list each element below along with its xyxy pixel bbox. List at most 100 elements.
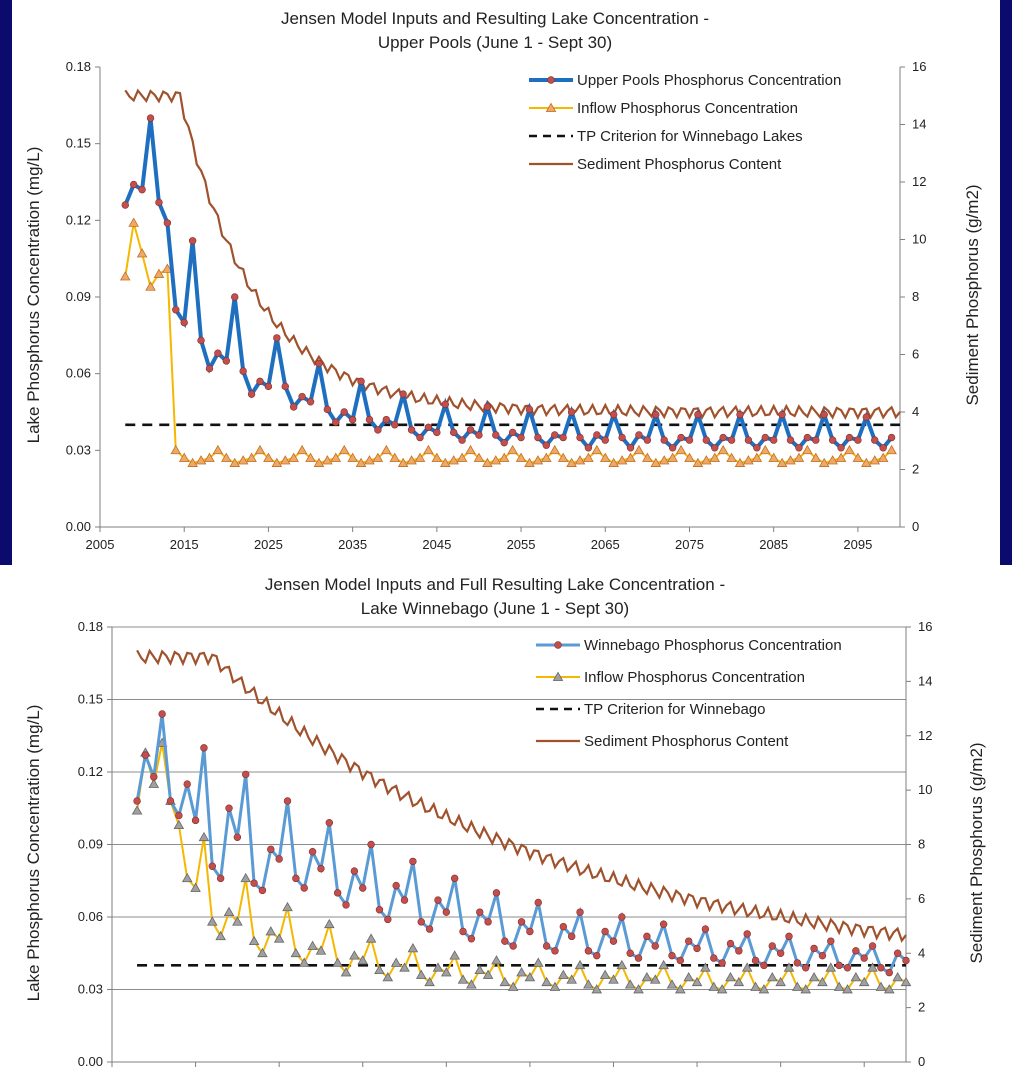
inflow-point [861,457,872,467]
inflow-point [842,984,853,994]
inflow-point [743,455,754,465]
inflow-point [457,974,469,984]
lake-phosphorus-point [214,349,222,357]
inflow-point [414,452,426,462]
inflow-point [215,930,226,941]
lake-phosphorus-point [635,431,643,439]
lake-phosphorus-point [837,444,845,452]
lake-phosphorus-point [458,436,466,444]
inflow-point [456,452,468,462]
inflow-point [282,901,293,912]
inflow-point [532,957,544,967]
lake-phosphorus-point [736,410,744,419]
inflow-point [835,452,847,462]
lake-phosphorus-point [180,318,188,327]
lake-phosphorus-point [492,431,500,439]
inflow-point [439,457,451,467]
y2-tick-label: 4 [918,945,925,960]
y-tick-label: 0.12 [78,764,103,779]
inflow-point [397,457,409,467]
inflow-point [591,444,603,455]
inflow-point [793,452,805,462]
lake-phosphorus-point [517,433,525,442]
lake-phosphorus-point [668,444,677,452]
lake-phosphorus-point [233,833,242,841]
lake-phosphorus-point [340,408,348,416]
lake-phosphorus-point [843,964,852,972]
inflow-point [466,979,477,989]
lake-phosphorus-point [719,433,727,442]
inflow-point [733,976,745,987]
lake-phosphorus-point [643,932,651,941]
lake-phosphorus-point [776,949,785,957]
lake-phosphorus-point [188,237,197,245]
inflow-point [642,452,653,462]
y-tick-label: 0.00 [66,519,91,534]
inflow-point [332,957,343,967]
y2-tick-label: 8 [912,289,919,304]
inflow-point [347,452,358,462]
lake-phosphorus-point [710,954,718,962]
lake-phosphorus-point [191,816,200,825]
lake-phosphorus-point [753,444,761,452]
y2-tick-label: 0 [918,1054,925,1069]
inflow-point [524,457,535,467]
inflow-point [407,943,419,953]
lake-phosphorus-point [818,951,827,960]
x-tick-label: 2085 [759,537,788,552]
inflow-point [338,444,350,455]
legend-marker [554,641,562,649]
y2-tick-label: 12 [912,174,926,189]
lake-phosphorus-point [492,889,501,897]
y2-tick-label: 10 [912,232,926,247]
lake-phosphorus-point [275,855,283,863]
lake-phosphorus-point [500,438,508,447]
lake-phosphorus-point [466,426,475,434]
y2-tick-label: 2 [918,1000,925,1015]
lake-phosphorus-point [434,896,442,904]
lake-phosphorus-point [342,901,350,909]
lake-phosphorus-point [298,392,306,401]
x-tick-label: 2005 [86,537,115,552]
lake-phosphorus-point [677,433,685,442]
y-axis-label: Lake Phosphorus Concentration (mg/L) [24,705,43,1002]
lake-phosphorus-point [827,937,835,945]
inflow-point [364,455,375,465]
inflow-point [867,962,878,972]
inflow-point [181,872,193,883]
inflow-point [701,455,712,465]
inflow-point [675,984,686,994]
lake-phosphorus-point [289,403,298,411]
lake-phosphorus-point [459,927,467,936]
lake-phosphorus-point [308,848,317,856]
y-tick-label: 0.09 [66,289,91,304]
inflow-point [700,962,711,972]
lake-phosphorus-point [626,444,635,452]
inflow-point [558,969,569,979]
inflow-point [119,271,131,281]
y-tick-label: 0.12 [66,212,91,227]
y2-tick-label: 0 [912,519,919,534]
lake-phosphorus-point [893,949,902,957]
inflow-point [424,976,435,987]
inflow-point [734,457,746,467]
inflow-point [449,950,460,960]
lake-phosphorus-point [407,426,416,434]
x-tick-label: 2095 [843,537,872,552]
inflow-point [658,455,670,465]
lake-phosphorus-point [382,415,391,424]
inflow-point [374,964,385,975]
inflow-point [599,969,611,979]
inflow-point [833,981,845,991]
lake-phosphorus-point [877,964,885,972]
lake-phosphorus-point [166,797,175,805]
lake-phosphorus-point [317,864,325,873]
inflow-point [298,957,310,967]
inflow-point [633,444,645,455]
inflow-point [448,455,459,465]
inflow-point [844,444,855,455]
inflow-point [431,452,443,462]
x-tick-label: 2025 [254,537,283,552]
lake-phosphorus-point [208,862,216,870]
inflow-point [750,981,761,991]
